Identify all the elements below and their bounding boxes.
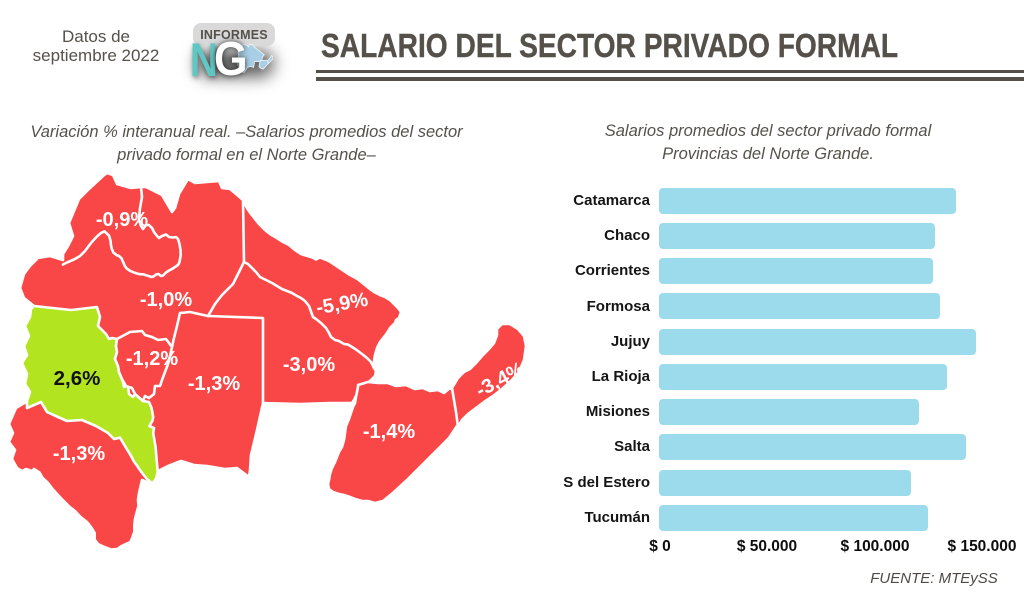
svg-text:-1,0%: -1,0%	[140, 289, 192, 311]
svg-text:-1,3%: -1,3%	[53, 443, 105, 465]
svg-text:-1,2%: -1,2%	[126, 348, 178, 370]
svg-text:-1,4%: -1,4%	[363, 421, 415, 443]
svg-text:-3,0%: -3,0%	[283, 354, 335, 376]
svg-text:2,6%: 2,6%	[54, 367, 101, 390]
svg-text:-1,3%: -1,3%	[188, 373, 240, 395]
svg-text:-0,9%: -0,9%	[96, 209, 148, 231]
